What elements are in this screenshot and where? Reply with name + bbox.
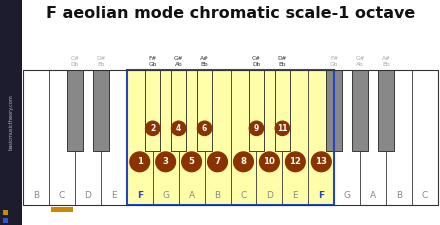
Bar	[127, 70, 334, 205]
Text: B: B	[214, 191, 220, 200]
Circle shape	[182, 152, 202, 172]
Text: B: B	[396, 191, 402, 200]
Circle shape	[286, 152, 305, 172]
Circle shape	[198, 121, 212, 135]
Bar	[3, 218, 8, 223]
Bar	[179, 70, 205, 205]
Text: 2: 2	[150, 124, 155, 133]
Text: F: F	[318, 191, 324, 200]
Circle shape	[234, 152, 253, 172]
Bar	[127, 70, 153, 205]
Text: C#
Db: C# Db	[70, 56, 79, 67]
Circle shape	[249, 121, 264, 135]
Bar	[153, 70, 179, 205]
Text: C: C	[422, 191, 428, 200]
Bar	[308, 70, 334, 205]
Text: C: C	[240, 191, 246, 200]
Text: 6: 6	[202, 124, 207, 133]
Text: 8: 8	[241, 157, 246, 166]
Bar	[23, 70, 49, 205]
Bar	[282, 70, 308, 205]
Bar	[51, 207, 73, 212]
Text: 1: 1	[137, 157, 143, 166]
Circle shape	[312, 152, 331, 172]
Bar	[127, 70, 334, 205]
Circle shape	[146, 121, 160, 135]
Text: 5: 5	[189, 157, 194, 166]
Text: E: E	[293, 191, 298, 200]
Text: G#
Ab: G# Ab	[356, 56, 365, 67]
Bar	[412, 70, 438, 205]
Bar	[93, 70, 109, 151]
Circle shape	[260, 152, 279, 172]
Text: 11: 11	[277, 124, 288, 133]
Text: D: D	[84, 191, 91, 200]
Text: E: E	[111, 191, 117, 200]
Text: D: D	[266, 191, 273, 200]
Text: F#
Gb: F# Gb	[330, 56, 338, 67]
Bar	[67, 70, 83, 151]
Text: D#
Eb: D# Eb	[96, 56, 106, 67]
Text: G: G	[162, 191, 169, 200]
Text: F: F	[137, 191, 143, 200]
Bar	[171, 70, 187, 151]
Bar	[75, 70, 101, 205]
Bar	[231, 70, 257, 205]
Text: A#
Bb: A# Bb	[381, 56, 391, 67]
Text: C: C	[59, 191, 65, 200]
Bar	[23, 70, 438, 205]
Bar	[326, 70, 342, 151]
Text: B: B	[33, 191, 39, 200]
Text: 9: 9	[254, 124, 259, 133]
Bar	[197, 70, 213, 151]
Text: G: G	[344, 191, 351, 200]
Bar	[205, 70, 231, 205]
Text: A#
Bb: A# Bb	[200, 56, 209, 67]
Bar	[352, 70, 368, 151]
Text: F#
Gb: F# Gb	[149, 56, 157, 67]
Bar	[378, 70, 394, 151]
Bar	[49, 70, 75, 205]
Text: A: A	[370, 191, 376, 200]
Circle shape	[275, 121, 290, 135]
Text: C#
Db: C# Db	[252, 56, 261, 67]
Circle shape	[172, 121, 186, 135]
Bar	[249, 70, 264, 151]
Bar	[360, 70, 386, 205]
Bar	[145, 70, 161, 151]
Text: basicmusictheory.com: basicmusictheory.com	[8, 95, 14, 150]
Text: 3: 3	[163, 157, 169, 166]
Text: 13: 13	[315, 157, 327, 166]
Bar	[275, 70, 290, 151]
Bar	[257, 70, 282, 205]
Circle shape	[156, 152, 176, 172]
Text: D#
Eb: D# Eb	[278, 56, 287, 67]
Text: A: A	[188, 191, 194, 200]
Bar	[3, 210, 8, 215]
Circle shape	[208, 152, 227, 172]
Text: 4: 4	[176, 124, 181, 133]
Bar	[0, 0, 22, 225]
Circle shape	[130, 152, 150, 172]
Text: G#
Ab: G# Ab	[174, 56, 183, 67]
Bar	[101, 70, 127, 205]
Bar	[334, 70, 360, 205]
Text: F aeolian mode chromatic scale-1 octave: F aeolian mode chromatic scale-1 octave	[46, 6, 415, 21]
Text: 12: 12	[290, 157, 301, 166]
Text: 7: 7	[214, 157, 220, 166]
Bar	[386, 70, 412, 205]
Text: 10: 10	[264, 157, 275, 166]
